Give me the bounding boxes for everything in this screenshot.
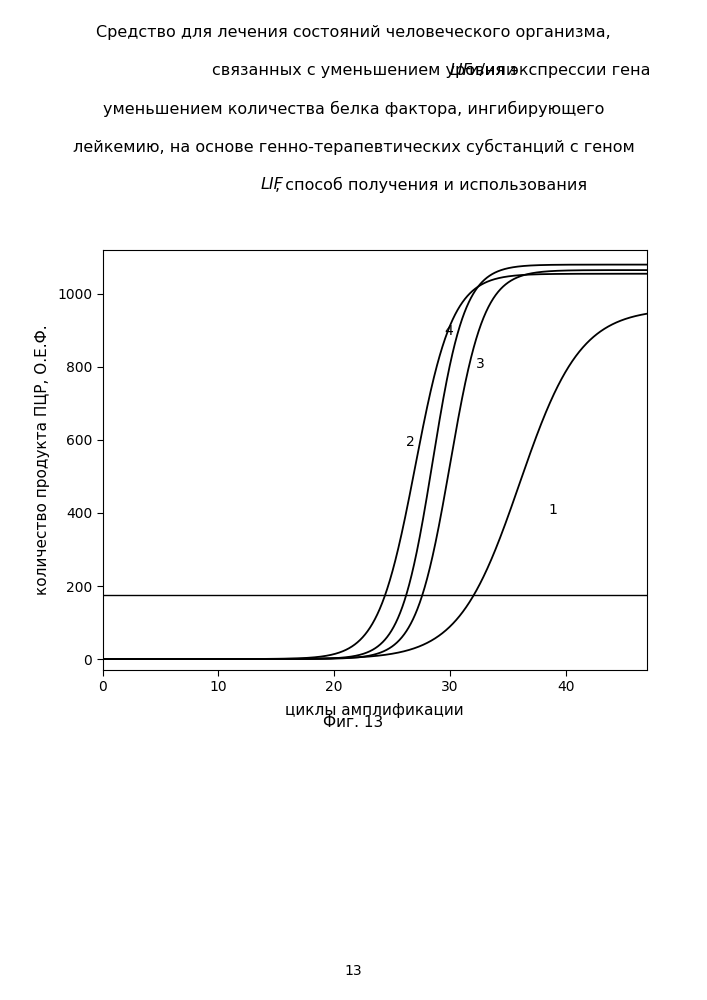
Text: 4: 4 — [444, 324, 453, 338]
Text: 2: 2 — [406, 435, 415, 449]
Text: , способ получения и использования: , способ получения и использования — [275, 177, 588, 193]
Text: Средство для лечения состояний человеческого организма,: Средство для лечения состояний человечес… — [96, 25, 611, 40]
Y-axis label: количество продукта ПЦР, О.Е.Ф.: количество продукта ПЦР, О.Е.Ф. — [35, 325, 50, 595]
Text: 1: 1 — [549, 503, 557, 517]
Text: Фиг. 13: Фиг. 13 — [323, 715, 384, 730]
Text: и/или: и/или — [464, 63, 517, 78]
Text: уменьшением количества белка фактора, ингибирующего: уменьшением количества белка фактора, ин… — [103, 101, 604, 117]
Text: связанных с уменьшением уровня экспрессии гена: связанных с уменьшением уровня экспресси… — [212, 63, 656, 78]
Text: LIF: LIF — [449, 63, 472, 78]
X-axis label: циклы амплификации: циклы амплификации — [286, 703, 464, 718]
Text: LIF: LIF — [260, 177, 283, 192]
Text: 13: 13 — [345, 964, 362, 978]
Text: лейкемию, на основе генно-терапевтических субстанций с геном: лейкемию, на основе генно-терапевтически… — [73, 139, 634, 155]
Text: 3: 3 — [476, 357, 484, 371]
